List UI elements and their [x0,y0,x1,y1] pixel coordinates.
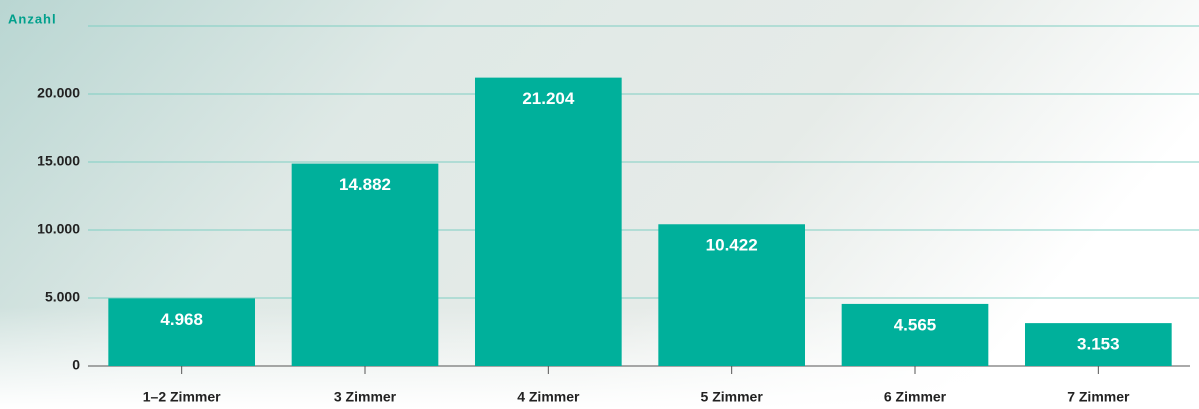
x-tick-label: 6 Zimmer [884,389,947,405]
bar [475,78,622,366]
y-tick-label: 10.000 [37,221,80,237]
y-tick-label: 5.000 [45,289,80,305]
value-label: 10.422 [706,236,758,255]
y-axis-label: Anzahl [8,11,57,26]
bar [108,298,255,366]
y-tick-label: 0 [72,357,80,373]
x-tick-label: 4 Zimmer [517,389,580,405]
value-label: 3.153 [1077,335,1120,354]
x-tick-label: 3 Zimmer [334,389,397,405]
chart: Anzahl 0 5.000 10.000 15.000 20.000 1–2 Zimme… [0,0,1199,409]
x-tick-label: 5 Zimmer [701,389,764,405]
value-label: 21.204 [522,89,575,108]
value-label: 4.565 [894,315,937,334]
x-tick-label: 7 Zimmer [1067,389,1130,405]
y-tick-label: 15.000 [37,153,80,169]
x-tick-label: 1–2 Zimmer [143,389,221,405]
value-label: 14.882 [339,175,391,194]
y-tick-label: 20.000 [37,85,80,101]
bar [842,304,989,366]
value-label: 4.968 [160,310,203,329]
